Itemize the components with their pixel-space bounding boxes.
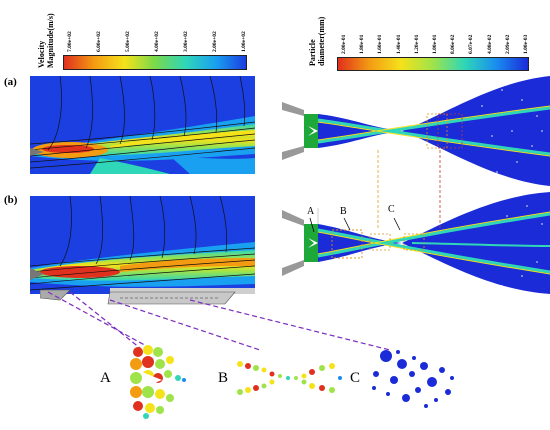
velocity-tick-3: 4.00e+02 [154,31,160,52]
zoom-inset-a [130,345,186,419]
velocity-colorbar-title: Velocity Magnitude(m/s) [37,13,55,68]
zoom-inset-c [372,350,454,408]
particle-tick-5: 1.00e-01 [432,34,438,54]
velocity-colorbar: Velocity Magnitude(m/s) 7.00e+02 6.00e+02… [35,2,250,72]
particle-tick-3: 1.40e-01 [395,34,402,54]
velocity-colorbar-gradient [63,55,247,70]
velocity-tick-2: 5.00e+02 [125,31,131,52]
zoom-label-a: A [100,370,111,386]
velocity-tick-0: 7.00e+02 [67,31,73,52]
particle-tick-8: 4.08e-02 [486,34,493,54]
particle-colorbar-gradient [337,57,529,71]
velocity-tick-4: 3.00e+02 [183,31,189,52]
velocity-tick-1: 6.00e+02 [96,31,102,52]
velocity-title-line1: Velocity [37,40,46,68]
velocity-contour-a [30,76,255,174]
region-arrows [309,217,401,233]
panel-label-b: (b) [4,194,18,206]
particle-plume-b [282,192,550,294]
particle-tick-6: 8.06e-02 [450,34,457,54]
particle-tick-4: 1.20e-01 [413,34,420,54]
zoom-leader-lines [47,291,391,351]
particle-tick-10: 1.00e-03 [523,34,529,54]
particle-tick-0: 2.00e-01 [341,34,347,54]
particle-tick-9: 2.09e-02 [504,34,511,54]
particle-tick-2: 1.60e-01 [377,34,384,54]
region-label-a: A [307,206,315,217]
particle-title-line2: diameter(mm) [317,16,326,66]
velocity-contour-b [30,196,255,294]
particle-tick-1: 1.80e-01 [359,34,366,54]
particle-tick-7: 6.07e-02 [468,34,475,54]
panel-label-a: (a) [4,76,17,88]
zoom-inset-b [237,361,342,395]
particle-title-line1: Particle [308,39,317,66]
zoom-label-c: C [350,370,361,386]
nozzle-wall-b [40,289,236,305]
region-label-c: C [388,204,395,215]
connector-lines [377,150,441,230]
velocity-tick-5: 2.00e+02 [212,31,218,52]
zoom-label-b: B [218,370,229,386]
particle-plume-a [282,76,550,186]
velocity-tick-6: 1.00e+02 [241,31,247,52]
region-label-b: B [340,206,347,217]
particle-colorbar: Particle diameter(mm) 2.00e-01 1.80e-01 1.… [300,2,532,72]
particle-colorbar-title: Particle diameter(mm) [308,17,326,66]
velocity-title-line2: Magnitude(m/s) [46,13,55,68]
